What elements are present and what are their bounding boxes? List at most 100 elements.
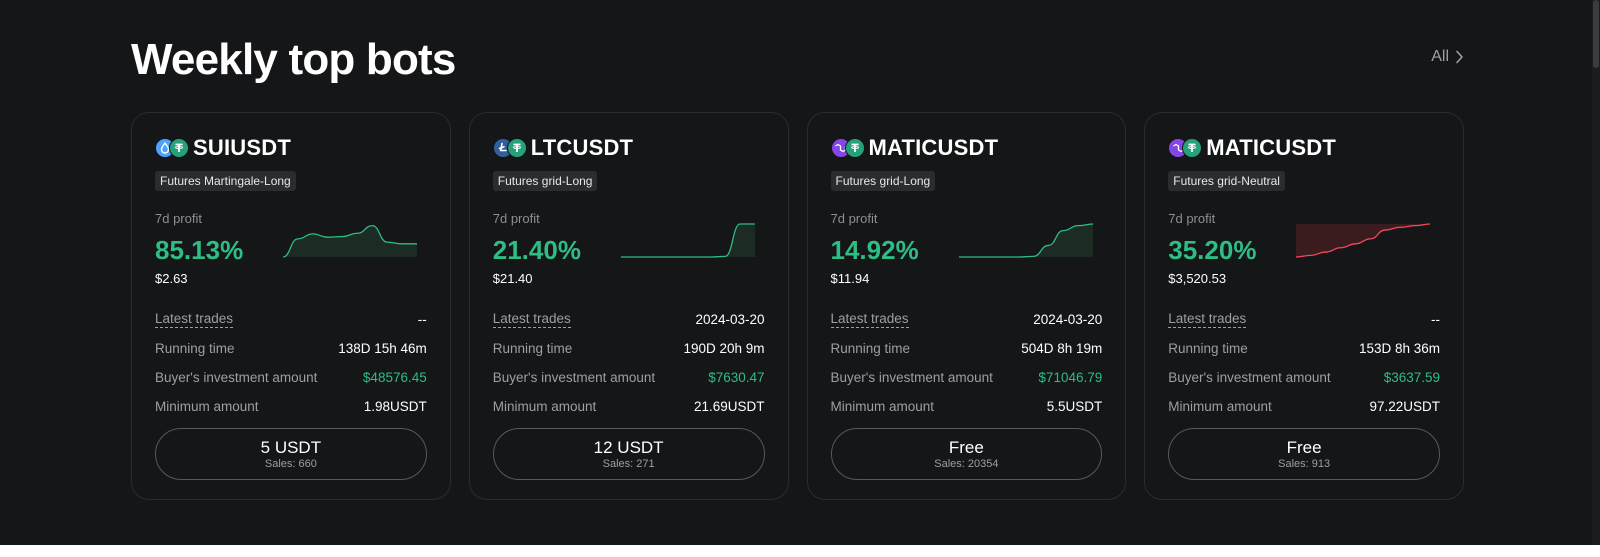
stat-investment: Buyer's investment amount $7630.47 [493, 363, 765, 392]
buy-price: Free [1286, 437, 1322, 457]
strategy-badge: Futures grid-Long [492, 171, 598, 191]
profit-amount: $21.40 [492, 271, 533, 286]
profit-block: 7d profit 14.92% $11.94 [831, 211, 1103, 293]
stat-running-time: Running time 153D 8h 36m [1168, 334, 1440, 363]
buy-button[interactable]: 5 USDT Sales: 660 [155, 428, 427, 480]
strategy-badge: Futures Martingale-Long [155, 171, 296, 191]
page-title: Weekly top bots [131, 35, 456, 84]
buy-price: 5 USDT [260, 437, 322, 457]
investment-label: Buyer's investment amount [155, 370, 318, 385]
investment-value: $3637.59 [1383, 370, 1440, 385]
buy-price: 12 USDT [593, 437, 664, 457]
sparkline-line [620, 223, 755, 258]
view-all-label: All [1431, 48, 1449, 65]
coin-pair-icons [1168, 138, 1203, 158]
stat-investment: Buyer's investment amount $3637.59 [1168, 363, 1440, 392]
profit-amount: $3,520.53 [1168, 271, 1227, 286]
running-time-value: 504D 8h 19m [1021, 341, 1103, 356]
stat-running-time: Running time 504D 8h 19m [831, 334, 1103, 363]
bot-card[interactable]: MATICUSDT Futures grid-Neutral 7d profit… [1144, 112, 1464, 500]
investment-label: Buyer's investment amount [492, 370, 656, 385]
sales-count: Sales: 20354 [934, 457, 999, 470]
pair-name: MATICUSDT [868, 135, 999, 160]
running-time-label: Running time [1168, 341, 1248, 356]
view-all-link[interactable]: All [1431, 48, 1464, 66]
minimum-label: Minimum amount [1168, 399, 1272, 414]
tether-icon [169, 138, 189, 158]
scrollbar[interactable] [1592, 0, 1600, 545]
stat-minimum: Minimum amount 97.22USDT [1168, 392, 1440, 421]
sparkline-line [1296, 223, 1431, 258]
strategy-badge: Futures grid-Long [830, 171, 936, 191]
stat-investment: Buyer's investment amount $48576.45 [155, 363, 427, 392]
profit-percent: 85.13% [155, 235, 244, 265]
minimum-value: 5.5USDT [1046, 399, 1103, 414]
minimum-label: Minimum amount [830, 399, 935, 414]
stat-investment: Buyer's investment amount $71046.79 [831, 363, 1103, 392]
profit-label: 7d profit [1168, 211, 1216, 226]
running-time-label: Running time [155, 341, 235, 356]
profit-block: 7d profit 21.40% $21.40 [493, 211, 765, 293]
stats-list: Latest trades 2024-03-20 Running time 50… [830, 305, 1103, 421]
running-time-value: 153D 8h 36m [1358, 341, 1440, 356]
sparkline-line [283, 224, 417, 258]
stat-latest-trades: Latest trades -- [155, 305, 427, 334]
running-time-value: 190D 20h 9m [683, 341, 765, 356]
sparkline-line [958, 223, 1093, 258]
sparkline-area [958, 224, 1093, 257]
latest-trades-label[interactable]: Latest trades [1168, 311, 1247, 328]
latest-trades-value: -- [1431, 312, 1440, 327]
scrollbar-thumb[interactable] [1593, 0, 1599, 68]
buy-button[interactable]: 12 USDT Sales: 271 [492, 428, 765, 480]
stat-minimum: Minimum amount 1.98USDT [155, 392, 427, 421]
stat-minimum: Minimum amount 5.5USDT [831, 392, 1103, 421]
investment-value: $48576.45 [362, 370, 427, 385]
page-bottom-edge [0, 545, 1600, 557]
stat-minimum: Minimum amount 21.69USDT [493, 392, 765, 421]
investment-value: $71046.79 [1038, 370, 1103, 385]
stat-latest-trades: Latest trades -- [1168, 305, 1440, 334]
latest-trades-label[interactable]: Latest trades [155, 311, 234, 328]
latest-trades-value: 2024-03-20 [1033, 312, 1103, 327]
pair-name: LTCUSDT [530, 135, 634, 160]
tether-icon [506, 138, 527, 158]
sparkline-area [620, 224, 755, 257]
stat-latest-trades: Latest trades 2024-03-20 [492, 305, 765, 334]
stat-latest-trades: Latest trades 2024-03-20 [830, 305, 1103, 334]
sales-count: Sales: 913 [1278, 457, 1331, 470]
buy-price: Free [948, 437, 984, 457]
sales-count: Sales: 271 [602, 457, 655, 470]
pair-row: SUIUSDT [155, 135, 427, 161]
investment-value: $7630.47 [708, 370, 765, 385]
latest-trades-label[interactable]: Latest trades [492, 311, 571, 328]
pair-name: SUIUSDT [193, 135, 291, 160]
minimum-value: 1.98USDT [363, 399, 427, 414]
minimum-value: 21.69USDT [693, 399, 765, 414]
bot-card[interactable]: SUIUSDT Futures Martingale-Long 7d profi… [131, 112, 451, 500]
stat-running-time: Running time 138D 15h 46m [155, 334, 427, 363]
investment-label: Buyer's investment amount [830, 370, 993, 385]
strategy-badge: Futures grid-Neutral [1168, 171, 1285, 191]
profit-label: 7d profit [155, 211, 202, 226]
profit-amount: $2.63 [155, 271, 188, 286]
section-header: Weekly top bots All [131, 30, 1464, 90]
stats-list: Latest trades -- Running time 138D 15h 4… [155, 305, 427, 421]
latest-trades-label[interactable]: Latest trades [830, 311, 909, 328]
pair-name: MATICUSDT [1206, 135, 1336, 160]
pair-row: MATICUSDT [830, 135, 1103, 161]
profit-amount: $11.94 [830, 271, 870, 286]
chevron-right-icon [1456, 50, 1463, 64]
pair-row: MATICUSDT [1168, 135, 1440, 161]
coin-pair-icons [492, 138, 527, 158]
profit-label: 7d profit [492, 211, 540, 226]
buy-button[interactable]: Free Sales: 913 [1168, 428, 1440, 480]
minimum-label: Minimum amount [492, 399, 597, 414]
coin-pair-icons [155, 138, 189, 158]
buy-button[interactable]: Free Sales: 20354 [830, 428, 1103, 480]
profit-sparkline [1296, 223, 1431, 258]
bot-card[interactable]: LTCUSDT Futures grid-Long 7d profit 21.4… [468, 112, 789, 500]
sales-count: Sales: 660 [264, 457, 317, 470]
bot-card[interactable]: MATICUSDT Futures grid-Long 7d profit 14… [806, 112, 1127, 500]
latest-trades-value: 2024-03-20 [695, 312, 765, 327]
sparkline-area [283, 225, 417, 257]
